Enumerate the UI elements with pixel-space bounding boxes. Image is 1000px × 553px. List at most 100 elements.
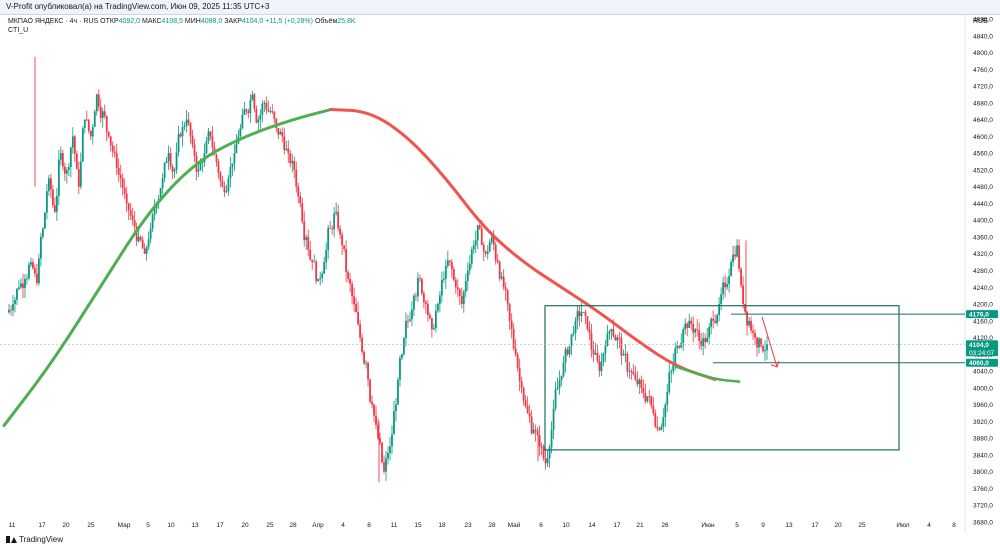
candle-body — [359, 324, 361, 338]
x-tick-label: 14 — [588, 522, 596, 529]
range-rectangle[interactable] — [544, 305, 900, 451]
candle-body — [47, 178, 50, 192]
candle-body — [63, 166, 66, 174]
y-tick-label: 4040,0 — [973, 369, 993, 376]
candle-body — [403, 338, 405, 355]
candle-body — [528, 413, 531, 417]
legend-indicator[interactable]: CTI_U — [8, 27, 29, 34]
candle-body — [626, 353, 629, 372]
chart-area[interactable]: RUB 4880,0 4840,0 4800,0 4760,0 4720,0 4680,0 4… — [0, 15, 1000, 548]
candle-body — [101, 111, 104, 118]
candle-body — [602, 353, 605, 362]
candle-body — [379, 438, 381, 443]
candle-body — [518, 368, 521, 382]
candle-body — [241, 114, 244, 128]
candle-body — [397, 379, 399, 405]
candle-body — [526, 406, 529, 414]
candle-body — [470, 249, 473, 264]
candle-body — [185, 119, 188, 126]
candle-body — [440, 280, 443, 296]
candle-body — [285, 148, 288, 151]
candle-body — [225, 191, 228, 193]
y-tick-label: 4520,0 — [973, 167, 993, 174]
candle-body — [125, 193, 128, 204]
candle-body — [764, 350, 766, 352]
x-tick-label: 18 — [438, 522, 446, 529]
candle-body — [688, 320, 691, 328]
candle-body — [656, 426, 659, 429]
candle-body — [69, 147, 72, 167]
candle-body — [289, 153, 292, 164]
candle-body — [634, 374, 637, 380]
candle-body — [281, 131, 284, 137]
projection-arrow — [761, 316, 778, 368]
candle-body — [223, 186, 226, 193]
y-tick-label: 4400,0 — [973, 218, 993, 225]
candle-body — [245, 109, 248, 112]
candle-body — [428, 314, 431, 319]
candle-body — [550, 429, 553, 448]
candle-body — [161, 178, 164, 189]
candle-body — [592, 349, 595, 355]
candle-body — [65, 169, 68, 174]
candle-body — [636, 379, 639, 385]
candle-body — [12, 304, 14, 311]
candle-body — [317, 278, 320, 282]
candle-body — [716, 315, 719, 323]
candle-body — [387, 452, 389, 459]
candle-body — [530, 416, 533, 434]
candle-body — [269, 111, 272, 113]
candle-body — [73, 136, 76, 154]
legend-symbol[interactable]: МКПАО ЯНДЕКС · 4ч · RUS — [8, 18, 99, 25]
legend-open-label: ОТКР — [100, 18, 119, 25]
x-tick-label: 25 — [87, 522, 95, 529]
candle-body — [183, 125, 186, 128]
candle-body — [686, 323, 689, 328]
candle-body — [754, 332, 756, 338]
candle-body — [720, 294, 723, 305]
x-tick-label: 4 — [341, 522, 345, 529]
candle-body — [297, 186, 300, 197]
candle-body — [434, 310, 437, 329]
candle-body — [219, 173, 222, 181]
candle-body — [680, 342, 683, 348]
legend-low-value: 4088,0 — [200, 18, 223, 25]
publish-line: V-Profit опубликовал(а) на TradingView.c… — [6, 2, 270, 11]
candle-body — [337, 211, 340, 229]
x-tick-label: 20 — [241, 522, 249, 529]
candle-body — [335, 211, 338, 214]
candle-body — [670, 371, 673, 373]
candle-body — [580, 312, 583, 317]
candle-body — [18, 287, 20, 289]
candle-body — [341, 234, 344, 246]
legend-volume-label: Объём — [314, 18, 338, 25]
price-tag-current-timer: 03:24:07 — [969, 350, 995, 357]
x-tick-label: 21 — [636, 522, 644, 529]
candle-body — [381, 442, 383, 463]
x-tick-label: Мар — [118, 522, 131, 529]
candle-body — [728, 275, 731, 285]
candle-body — [486, 251, 489, 254]
candle-body — [460, 295, 463, 305]
candle-body — [512, 328, 515, 349]
candle-body — [153, 208, 156, 215]
candle-body — [504, 287, 507, 291]
candle-body — [466, 270, 469, 282]
candle-body — [654, 413, 657, 427]
tradingview-logo[interactable]: TradingView — [6, 535, 63, 544]
publish-header: V-Profit опубликовал(а) на TradingView.c… — [0, 0, 1000, 15]
candle-body — [147, 239, 150, 248]
x-tick-label: 10 — [562, 522, 570, 529]
candle-body — [193, 144, 196, 156]
candle-body — [323, 262, 326, 274]
x-tick-label: 9 — [761, 522, 765, 529]
candle-body — [123, 188, 126, 194]
x-tick-label: 25 — [266, 522, 274, 529]
candle-body — [361, 337, 363, 352]
x-tick-label: 13 — [785, 522, 793, 529]
candle-body — [590, 333, 593, 350]
candle-body — [369, 379, 371, 402]
y-tick-label: 4160,0 — [973, 318, 993, 325]
candle-body — [8, 309, 10, 313]
